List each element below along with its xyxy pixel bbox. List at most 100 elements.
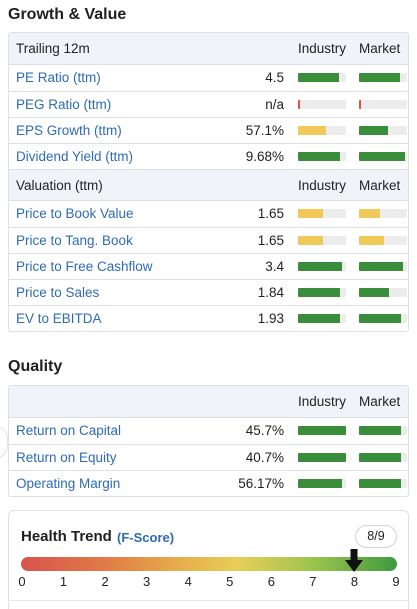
metric-row: Price to Sales 1.84 [9, 279, 408, 305]
growth-value-card: Trailing 12m Industry Market PE Ratio (t… [8, 32, 409, 332]
metric-row: EPS Growth (ttm) 57.1% [9, 117, 408, 143]
industry-score-bar [298, 426, 346, 435]
trailing-header-label: Trailing 12m [16, 41, 90, 56]
metric-row: PEG Ratio (ttm) n/a [9, 91, 408, 117]
market-score-bar-fill [359, 426, 402, 435]
market-score-bar-fill [359, 126, 388, 135]
market-score-bar [359, 73, 407, 82]
market-score-bar [359, 100, 407, 109]
metric-name-link[interactable]: Dividend Yield (ttm) [16, 149, 134, 164]
score-tick-label: 2 [101, 574, 109, 589]
market-score-bar-fill [359, 209, 381, 218]
industry-score-bar-fill [298, 426, 346, 435]
industry-score-bar [298, 126, 346, 135]
valuation-header: Valuation (ttm) Industry Market [9, 169, 408, 201]
metric-name-link[interactable]: Return on Capital [16, 423, 122, 438]
industry-score-bar-fill [298, 126, 326, 135]
industry-score-bar-fill [298, 288, 341, 297]
market-score-bar [359, 288, 407, 297]
industry-score-bar-fill [298, 100, 301, 109]
industry-score-bar [298, 262, 346, 271]
metric-row: Return on Capital 45.7% [9, 418, 408, 444]
metric-name-link[interactable]: EV to EBITDA [16, 311, 102, 326]
market-score-bar-fill [359, 288, 389, 297]
market-score-bar [359, 209, 407, 218]
score-tick-label: 0 [18, 574, 26, 589]
metric-name-link[interactable]: Price to Free Cashflow [16, 259, 153, 274]
industry-score-bar-fill [298, 479, 343, 488]
market-score-bar-fill [359, 152, 405, 161]
trailing-header: Trailing 12m Industry Market [9, 33, 408, 65]
metric-row: Price to Tang. Book 1.65 [9, 227, 408, 253]
industry-score-bar-fill [298, 262, 343, 271]
f-score-link[interactable]: (F-Score) [117, 530, 175, 545]
metric-value: n/a [265, 97, 284, 112]
metric-value: 1.93 [257, 311, 284, 326]
industry-score-bar [298, 453, 346, 462]
industry-column-label: Industry [298, 41, 347, 56]
market-score-bar [359, 426, 407, 435]
market-score-bar [359, 314, 407, 323]
metric-name-link[interactable]: Operating Margin [16, 476, 121, 491]
industry-column-label: Industry [298, 394, 347, 409]
industry-score-bar-fill [298, 236, 323, 245]
metric-value: 4.5 [265, 70, 284, 85]
health-trend-title: Health Trend [21, 528, 112, 545]
industry-score-bar [298, 209, 346, 218]
side-handle[interactable] [0, 425, 8, 459]
industry-score-bar [298, 314, 346, 323]
market-column-label: Market [359, 178, 401, 193]
score-ticks: 0 1 2 3 4 5 6 7 8 9 [18, 574, 400, 590]
industry-score-bar [298, 152, 346, 161]
market-score-bar-fill [359, 236, 384, 245]
score-marker-arrow-icon [345, 549, 364, 572]
market-score-bar-fill [359, 73, 400, 82]
metric-name-link[interactable]: Return on Equity [16, 450, 117, 465]
metric-value: 3.4 [265, 259, 284, 274]
score-badge: 8/9 [355, 525, 397, 548]
market-score-bar-fill [359, 262, 404, 271]
industry-score-bar [298, 288, 346, 297]
score-tick-label: 9 [392, 574, 400, 589]
metric-value: 56.17% [238, 476, 284, 491]
metric-value: 45.7% [245, 423, 284, 438]
market-score-bar [359, 152, 407, 161]
valuation-header-label: Valuation (ttm) [16, 178, 103, 193]
industry-score-bar [298, 100, 346, 109]
metric-row: Operating Margin 56.17% [9, 470, 408, 496]
market-score-bar [359, 479, 407, 488]
industry-score-bar-fill [298, 73, 339, 82]
metric-row: Dividend Yield (ttm) 9.68% [9, 143, 408, 169]
valuation-rows: Price to Book Value 1.65 Price to Tang. Bo… [9, 201, 408, 331]
metric-value: 1.65 [257, 233, 284, 248]
market-score-bar-fill [359, 314, 402, 323]
metric-name-link[interactable]: PEG Ratio (ttm) [16, 97, 112, 112]
score-tick-label: 1 [59, 574, 68, 589]
market-score-bar-fill [359, 100, 362, 109]
metric-name-link[interactable]: Price to Sales [16, 285, 100, 300]
quality-header: Industry Market [9, 386, 408, 418]
quality-title: Quality [8, 358, 63, 375]
market-score-bar [359, 236, 407, 245]
health-gradient-bar [21, 557, 397, 571]
industry-score-bar [298, 236, 346, 245]
score-tick-label: 3 [143, 574, 151, 589]
market-score-bar-fill [359, 453, 402, 462]
metric-name-link[interactable]: EPS Growth (ttm) [16, 123, 122, 138]
trailing-rows: PE Ratio (ttm) 4.5 PEG Ratio (ttm) n/a EPS G… [9, 65, 408, 169]
industry-column-label: Industry [298, 178, 347, 193]
metric-name-link[interactable]: PE Ratio (ttm) [16, 70, 101, 85]
metric-value: 1.84 [257, 285, 284, 300]
market-score-bar-fill [359, 479, 402, 488]
quality-card: Industry Market Return on Capital 45.7% Re… [8, 385, 409, 497]
market-column-label: Market [359, 394, 401, 409]
metric-name-link[interactable]: Price to Book Value [16, 206, 134, 221]
score-tick-label: 8 [350, 574, 359, 589]
metric-row: PE Ratio (ttm) 4.5 [9, 65, 408, 91]
metric-name-link[interactable]: Price to Tang. Book [16, 233, 133, 248]
metric-row: EV to EBITDA 1.93 [9, 305, 408, 331]
market-score-bar [359, 262, 407, 271]
market-column-label: Market [359, 41, 401, 56]
market-score-bar [359, 453, 407, 462]
metric-value: 40.7% [245, 450, 284, 465]
